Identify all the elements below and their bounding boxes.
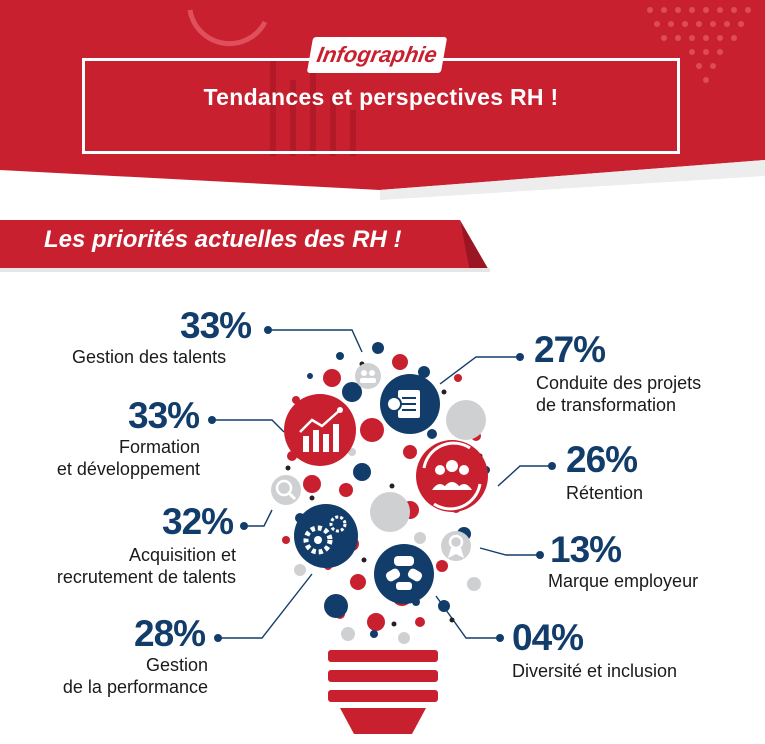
section-ribbon — [0, 220, 490, 272]
pct-retention: 26% — [566, 439, 638, 480]
pct-acquisition: 32% — [162, 501, 234, 542]
label-employer-brand: Marque employeur — [548, 571, 699, 591]
label-transformation-2: de transformation — [536, 395, 677, 415]
bulb-base — [328, 650, 438, 734]
people-icon — [355, 363, 381, 389]
section-title: Les priorités actuelles des RH ! — [44, 226, 402, 253]
pct-transformation: 27% — [534, 329, 606, 370]
header-banner — [0, 0, 765, 200]
documents-icon — [380, 374, 440, 434]
label-training-2: et développement — [56, 459, 200, 479]
pct-diversity: 04% — [512, 617, 584, 658]
magnifier-person-icon — [271, 475, 301, 505]
label-retention: Rétention — [566, 483, 644, 503]
label-training-1: Formation — [118, 437, 200, 457]
pct-training: 33% — [128, 395, 200, 436]
label-acquisition-2: recrutement de talents — [56, 567, 236, 587]
pct-performance: 28% — [134, 613, 206, 654]
label-performance-1: Gestion — [145, 655, 208, 675]
award-icon — [441, 531, 471, 561]
pct-talent-management: 33% — [180, 305, 252, 346]
label-diversity: Diversité et inclusion — [512, 661, 678, 681]
pct-employer-brand: 13% — [550, 529, 622, 570]
label-transformation-1: Conduite des projets — [536, 373, 702, 393]
page-title: Tendances et perspectives RH ! — [203, 84, 559, 110]
hands-icon — [374, 544, 434, 604]
label-talent-management: Gestion des talents — [72, 347, 227, 367]
gears-icon — [294, 504, 358, 568]
growth-chart-icon — [284, 394, 356, 466]
label-acquisition-1: Acquisition et — [128, 545, 236, 565]
team-cycle-icon — [416, 440, 488, 512]
label-performance-2: de la performance — [62, 677, 208, 697]
